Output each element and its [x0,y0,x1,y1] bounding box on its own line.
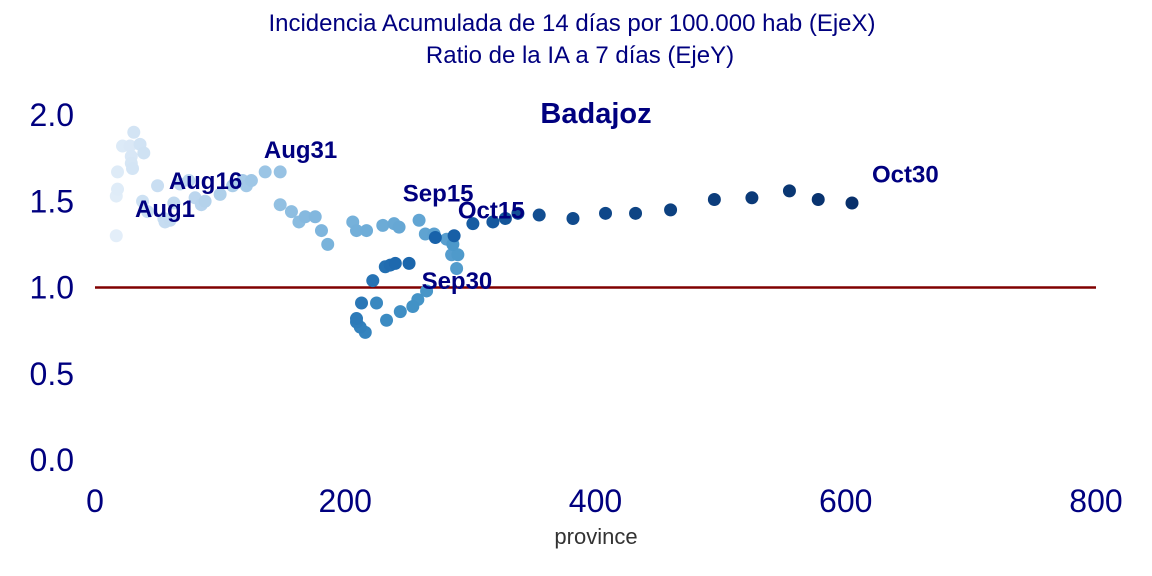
chart-subtitle: Badajoz [540,98,651,130]
scatter-point [406,299,420,313]
scatter-point [447,229,461,243]
scatter-point [198,194,212,208]
scatter-point [126,161,140,175]
scatter-point [350,312,364,326]
x-tick-label: 200 [319,483,372,519]
scatter-point [811,193,825,207]
scatter-point [466,217,480,231]
scatter-point [412,213,426,227]
scatter-point [380,313,394,327]
scatter-point [388,256,402,270]
y-tick-label: 0.5 [30,356,74,392]
scatter-point [498,212,512,225]
scatter-point [111,165,125,179]
x-tick-label: 0 [86,483,104,519]
date-annotation: Sep30 [422,268,493,295]
scatter-point [314,224,328,238]
x-tick-label: 400 [569,483,622,519]
scatter-point [350,224,364,238]
scatter-point [420,284,434,298]
scatter-point [664,203,678,217]
scatter-point [123,139,137,153]
scatter-point [284,205,298,219]
scatter-point [151,179,165,193]
scatter-point [141,205,155,219]
scatter-point [745,191,759,205]
date-annotation: Oct15 [458,198,525,225]
date-annotation: Sep15 [403,180,474,207]
scatter-point [136,194,150,208]
scatter-point [450,262,464,276]
chart-title-line-2: Ratio de la IA a 7 días (EjeY) [426,42,734,69]
date-annotation: Aug1 [135,196,195,223]
scatter-point [182,174,196,188]
y-tick-label: 1.0 [30,270,74,306]
scatter-point [393,305,407,319]
scatter-point [109,229,123,243]
scatter-point [360,224,374,238]
scatter-point [273,198,287,212]
scatter-point [782,184,796,198]
scatter-point [258,165,272,179]
scatter-point [402,256,416,270]
x-tick-label: 800 [1069,483,1122,519]
scatter-point [111,182,125,196]
scatter-point [163,213,177,227]
scatter-point [511,206,525,220]
scatter-point [486,215,500,229]
scatter-point [392,220,406,234]
scatter-point [321,237,335,251]
scatter-point [298,210,312,224]
scatter-point [707,193,721,207]
scatter-point [366,274,380,288]
scatter-point [244,174,258,188]
scatter-point [167,196,181,210]
date-annotation: Aug16 [169,168,242,195]
y-tick-label: 2.0 [30,97,74,133]
scatter-point [370,296,384,310]
scatter-point [428,230,442,244]
scatter-point [213,187,227,201]
scatter-point [451,248,465,262]
chart-title-line-1: Incidencia Acumulada de 14 días por 100.… [268,10,875,37]
x-tick-label: 600 [819,483,872,519]
scatter-point [308,210,322,224]
scatter-point [137,146,151,160]
date-annotation: Oct30 [872,161,939,188]
scatter-points [109,125,859,339]
y-axis-ticks: 0.0 0.5 1.0 1.5 2.0 [30,97,74,478]
scatter-point [355,296,369,310]
scatter-point [599,206,613,220]
scatter-point [226,179,240,193]
scatter-point [629,206,643,220]
scatter-point [566,212,580,225]
date-annotation: Aug31 [264,137,337,164]
scatter-point [127,125,141,139]
x-axis-ticks: 0 200 400 600 800 [86,483,1123,519]
y-tick-label: 0.0 [30,442,74,478]
scatter-point [532,208,546,222]
scatter-point [845,196,859,210]
scatter-point [273,165,287,179]
x-axis-label: province [554,524,637,549]
scatter-point [376,218,390,232]
y-tick-label: 1.5 [30,183,74,219]
